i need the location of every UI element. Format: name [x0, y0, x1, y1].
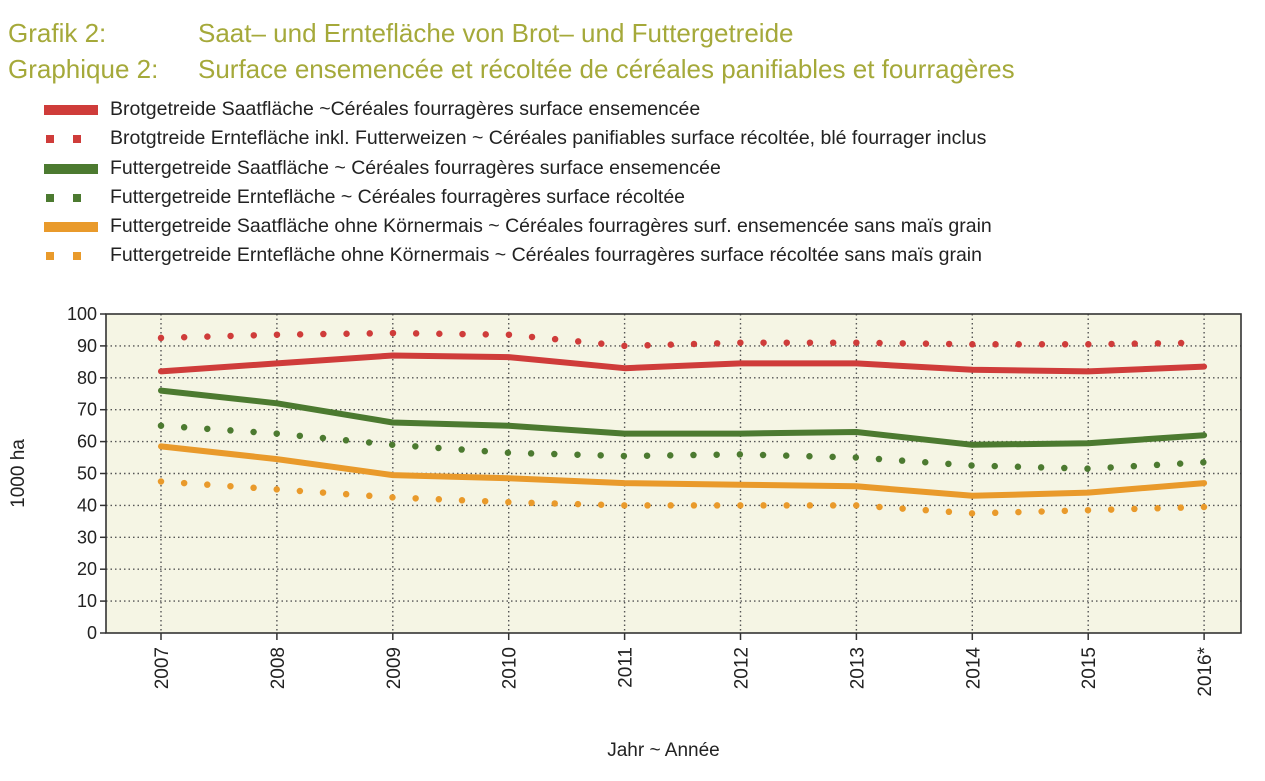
x-axis-title: Jahr ~ Année	[607, 740, 720, 761]
legend-item: Futtergetreide Erntefläche ~ Céréales fo…	[44, 184, 1244, 213]
y-tick-label: 30	[77, 527, 97, 547]
series-line-2	[158, 387, 1208, 448]
y-tick-label: 90	[77, 336, 97, 356]
x-tick-label: 2010	[500, 647, 521, 689]
legend-item: Futtergetreide Erntefläche ohne Körnerma…	[44, 242, 1244, 271]
y-tick-label: 60	[77, 432, 97, 452]
chart-title-de: Saat– und Erntefläche von Brot– und Futt…	[198, 18, 794, 48]
y-tick-label: 70	[77, 400, 97, 420]
y-tick-label: 20	[77, 559, 97, 579]
legend-label: Futtergetreide Saatfläche ~ Céréales fou…	[110, 156, 721, 179]
y-tick-label: 100	[67, 304, 97, 324]
x-tick-label: 2014	[963, 647, 984, 690]
legend-item: Futtergetreide Saatfläche ohne Körnermai…	[44, 213, 1244, 242]
legend-label: Futtergetreide Erntefläche ohne Körnerma…	[110, 244, 982, 267]
x-tick-label: 2016*	[1195, 646, 1216, 696]
y-tick-label: 0	[87, 623, 97, 643]
legend-key-dotted	[46, 252, 81, 261]
y-tick-label: 10	[77, 591, 97, 611]
legend-label: Futtergetreide Erntefläche ~ Céréales fo…	[110, 185, 686, 208]
y-tick-label: 40	[77, 495, 97, 515]
line-chart: 0 10 20 30 40 50 60 70 80 90 100 2007 2008 2009 2010 20…	[8, 304, 1242, 761]
legend-item: Futtergetreide Saatfläche ~ Céréales fou…	[44, 155, 1244, 184]
legend-label: Futtergetreide Saatfläche ohne Körnermai…	[110, 215, 992, 238]
series-line-0	[158, 352, 1208, 375]
chart-label-fr: Graphique 2:	[8, 54, 159, 84]
y-axis-title: 1000 ha	[8, 439, 29, 508]
legend-key-solid	[44, 105, 98, 115]
y-tick-label: 50	[77, 464, 97, 484]
chart-legend: Brotgetreide Saatfläche ~Céréales fourra…	[44, 96, 1244, 272]
legend-key-solid	[44, 222, 98, 233]
legend-label: Brotgetreide Saatfläche ~Céréales fourra…	[110, 98, 701, 120]
legend-key-dotted	[46, 193, 81, 202]
legend-item: Brotgetreide Saatfläche ~Céréales fourra…	[44, 96, 1244, 125]
chart-title-fr: Surface ensemencée et récoltée de céréal…	[198, 54, 1015, 84]
x-tick-label: 2012	[732, 647, 753, 689]
legend-item: Brotgtreide Erntefläche inkl. Futterweiz…	[44, 125, 1244, 154]
x-tick-label: 2008	[268, 647, 289, 689]
x-tick-label: 2015	[1079, 647, 1100, 689]
x-tick-label: 2007	[152, 647, 173, 689]
y-tick-label: 80	[77, 368, 97, 388]
series-line-4	[158, 443, 1208, 499]
legend-key-solid	[44, 163, 98, 174]
legend-key-dotted	[46, 135, 81, 144]
legend-label: Brotgtreide Erntefläche inkl. Futterweiz…	[110, 127, 987, 150]
chart-label-de: Grafik 2:	[8, 18, 107, 48]
x-tick-label: 2011	[616, 647, 637, 688]
x-tick-label: 2009	[384, 647, 405, 689]
x-tick-label: 2013	[847, 647, 868, 689]
plot-frame	[105, 313, 1242, 634]
